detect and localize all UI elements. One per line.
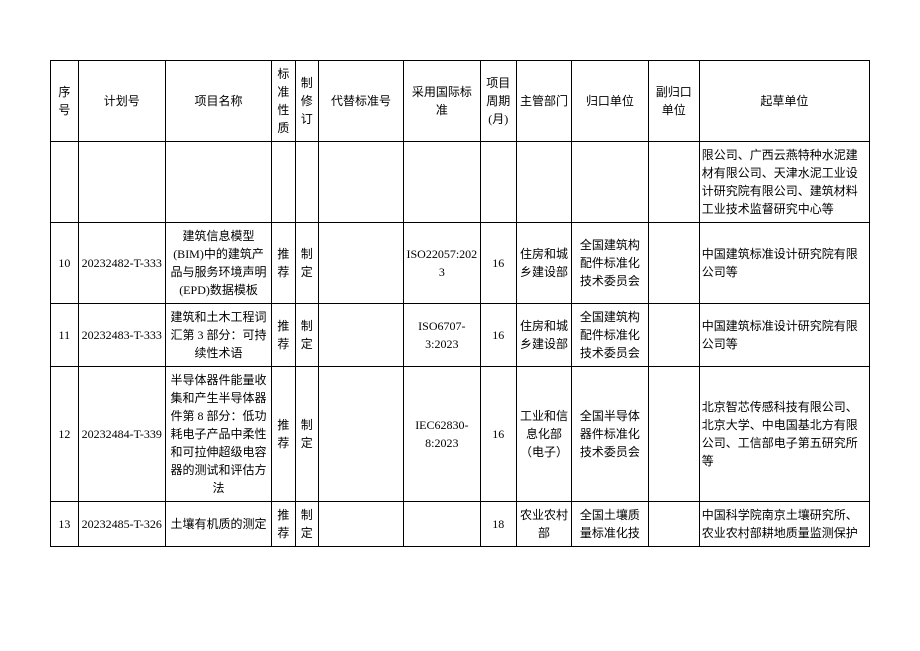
col-per: 项目周期(月)	[480, 61, 516, 142]
cell-seq: 12	[51, 367, 79, 502]
col-name: 项目名称	[165, 61, 271, 142]
cell-std: 推荐	[272, 502, 295, 547]
col-intl: 采用国际标准	[404, 61, 481, 142]
cell-rev: 制定	[295, 367, 318, 502]
cell-repl	[318, 502, 403, 547]
cell-aux	[648, 367, 699, 502]
cell-std	[272, 142, 295, 223]
table-row: 1220232484-T-339半导体器件能量收集和产生半导体器件第 8 部分：…	[51, 367, 870, 502]
cell-std: 推荐	[272, 223, 295, 304]
cell-repl	[318, 223, 403, 304]
cell-name	[165, 142, 271, 223]
cell-per	[480, 142, 516, 223]
cell-cent	[572, 142, 649, 223]
col-std: 标准性质	[272, 61, 295, 142]
cell-aux	[648, 142, 699, 223]
cell-aux	[648, 223, 699, 304]
cell-draft: 限公司、广西云燕特种水泥建材有限公司、天津水泥工业设计研究院有限公司、建筑材料工…	[699, 142, 869, 223]
cell-rev: 制定	[295, 304, 318, 367]
cell-plan: 20232482-T-333	[78, 223, 165, 304]
cell-per: 16	[480, 304, 516, 367]
cell-seq	[51, 142, 79, 223]
cell-per: 18	[480, 502, 516, 547]
cell-cent: 全国建筑构配件标准化技术委员会	[572, 223, 649, 304]
col-aux: 副归口单位	[648, 61, 699, 142]
cell-dept: 工业和信息化部（电子）	[516, 367, 571, 502]
cell-cent: 全国土壤质量标准化技	[572, 502, 649, 547]
cell-seq: 11	[51, 304, 79, 367]
table-row: 1320232485-T-326土壤有机质的测定推荐制定 18农业农村部全国土壤质…	[51, 502, 870, 547]
col-plan: 计划号	[78, 61, 165, 142]
table-row: 1120232483-T-333建筑和土木工程词汇第 3 部分：可持续性术语推荐…	[51, 304, 870, 367]
table-header: 序号 计划号 项目名称 标准性质 制修订 代替标准号 采用国际标准 项目周期(月…	[51, 61, 870, 142]
cell-per: 16	[480, 223, 516, 304]
cell-dept: 住房和城乡建设部	[516, 304, 571, 367]
cell-seq: 10	[51, 223, 79, 304]
col-rev: 制修订	[295, 61, 318, 142]
cell-draft: 北京智芯传感科技有限公司、北京大学、中电国基北方有限公司、工信部电子第五研究所等	[699, 367, 869, 502]
cell-cent: 全国建筑构配件标准化技术委员会	[572, 304, 649, 367]
cell-draft: 中国建筑标准设计研究院有限公司等	[699, 223, 869, 304]
cell-rev: 制定	[295, 223, 318, 304]
cell-intl: IEC62830-8:2023	[404, 367, 481, 502]
cell-std: 推荐	[272, 367, 295, 502]
col-repl: 代替标准号	[318, 61, 403, 142]
cell-seq: 13	[51, 502, 79, 547]
cell-intl	[404, 502, 481, 547]
cell-dept	[516, 142, 571, 223]
cell-plan: 20232484-T-339	[78, 367, 165, 502]
col-seq: 序号	[51, 61, 79, 142]
cell-name: 建筑和土木工程词汇第 3 部分：可持续性术语	[165, 304, 271, 367]
cell-name: 土壤有机质的测定	[165, 502, 271, 547]
col-draft: 起草单位	[699, 61, 869, 142]
table-row: 限公司、广西云燕特种水泥建材有限公司、天津水泥工业设计研究院有限公司、建筑材料工…	[51, 142, 870, 223]
cell-aux	[648, 502, 699, 547]
cell-plan: 20232483-T-333	[78, 304, 165, 367]
cell-plan: 20232485-T-326	[78, 502, 165, 547]
cell-plan	[78, 142, 165, 223]
col-cent: 归口单位	[572, 61, 649, 142]
cell-intl: ISO6707-3:2023	[404, 304, 481, 367]
cell-intl	[404, 142, 481, 223]
cell-rev: 制定	[295, 502, 318, 547]
cell-name: 半导体器件能量收集和产生半导体器件第 8 部分：低功耗电子产品中柔性和可拉伸超级…	[165, 367, 271, 502]
cell-std: 推荐	[272, 304, 295, 367]
cell-cent: 全国半导体器件标准化技术委员会	[572, 367, 649, 502]
cell-draft: 中国科学院南京土壤研究所、农业农村部耕地质量监测保护	[699, 502, 869, 547]
table-row: 1020232482-T-333建筑信息模型(BIM)中的建筑产品与服务环境声明…	[51, 223, 870, 304]
standards-table: 序号 计划号 项目名称 标准性质 制修订 代替标准号 采用国际标准 项目周期(月…	[50, 60, 870, 547]
cell-intl: ISO22057:2023	[404, 223, 481, 304]
cell-repl	[318, 367, 403, 502]
cell-dept: 农业农村部	[516, 502, 571, 547]
cell-rev	[295, 142, 318, 223]
cell-per: 16	[480, 367, 516, 502]
table-body: 限公司、广西云燕特种水泥建材有限公司、天津水泥工业设计研究院有限公司、建筑材料工…	[51, 142, 870, 547]
cell-repl	[318, 142, 403, 223]
cell-draft: 中国建筑标准设计研究院有限公司等	[699, 304, 869, 367]
cell-aux	[648, 304, 699, 367]
cell-repl	[318, 304, 403, 367]
col-dept: 主管部门	[516, 61, 571, 142]
cell-dept: 住房和城乡建设部	[516, 223, 571, 304]
cell-name: 建筑信息模型(BIM)中的建筑产品与服务环境声明(EPD)数据模板	[165, 223, 271, 304]
